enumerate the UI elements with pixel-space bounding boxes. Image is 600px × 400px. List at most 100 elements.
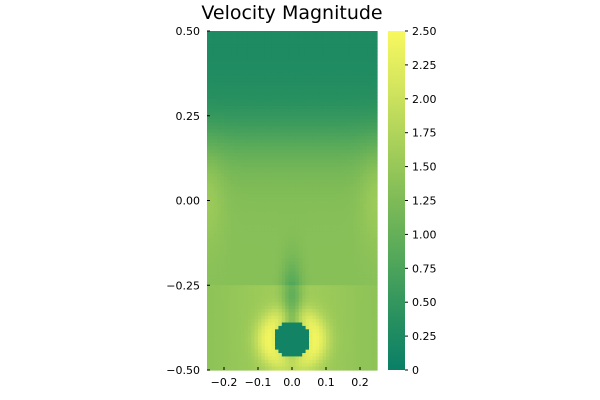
heatmap-cell — [346, 258, 351, 263]
heatmap-cell — [343, 292, 347, 297]
heatmap-cell — [247, 88, 252, 93]
heatmap-cell — [241, 31, 245, 35]
heatmap-cell — [207, 234, 211, 239]
heatmap-cell — [210, 186, 215, 191]
heatmap-cell — [319, 129, 324, 134]
heatmap-cell — [278, 193, 283, 198]
heatmap-cell — [275, 139, 279, 144]
heatmap-cell — [251, 305, 256, 310]
heatmap-cell — [271, 237, 276, 242]
heatmap-cell — [227, 319, 232, 324]
heatmap-cell — [210, 288, 215, 293]
heatmap-cell — [207, 41, 211, 46]
heatmap-cell — [349, 220, 354, 225]
heatmap-cell — [261, 44, 266, 49]
heatmap-cell — [373, 339, 378, 344]
heatmap-cell — [244, 37, 249, 42]
heatmap-cell — [281, 142, 286, 147]
heatmap-cell — [305, 359, 310, 364]
heatmap-cell — [339, 359, 344, 364]
heatmap-cell — [305, 34, 310, 39]
heatmap-cell — [349, 346, 354, 351]
heatmap-cell — [319, 231, 324, 235]
heatmap-cell — [251, 125, 256, 130]
heatmap-cell — [258, 129, 262, 134]
heatmap-cell — [230, 75, 235, 80]
heatmap-cell — [370, 251, 375, 256]
heatmap-cell — [271, 251, 276, 256]
heatmap-cell — [275, 261, 279, 266]
heatmap-cell — [339, 54, 344, 59]
heatmap-cell — [224, 342, 228, 347]
heatmap-cell — [298, 156, 303, 161]
heatmap-cell — [217, 353, 222, 358]
heatmap-cell — [360, 254, 364, 259]
heatmap-cell — [326, 207, 330, 212]
heatmap-cell — [268, 186, 273, 191]
heatmap-cell — [366, 281, 371, 286]
heatmap-cell — [322, 132, 327, 137]
heatmap-cell — [227, 173, 232, 178]
heatmap-cell — [339, 180, 344, 185]
heatmap-cell — [234, 64, 239, 69]
heatmap-cell — [309, 51, 313, 56]
heatmap-cell — [349, 366, 354, 371]
heatmap-cell — [258, 92, 262, 97]
heatmap-cell — [213, 149, 218, 154]
heatmap-cell — [332, 281, 337, 286]
heatmap-cell — [298, 37, 303, 42]
heatmap-cell — [339, 356, 344, 361]
heatmap-cell — [298, 149, 303, 154]
heatmap-cell — [373, 217, 378, 222]
heatmap-cell — [298, 319, 303, 324]
heatmap-cell — [258, 102, 262, 107]
heatmap-cell — [305, 261, 310, 266]
heatmap-cell — [247, 288, 252, 293]
heatmap-cell — [305, 363, 310, 368]
heatmap-cell — [370, 346, 375, 351]
heatmap-cell — [264, 217, 269, 222]
heatmap-cell — [353, 336, 358, 341]
heatmap-cell — [343, 315, 347, 320]
heatmap-cell — [281, 214, 286, 219]
heatmap-cell — [322, 325, 327, 330]
heatmap-cell — [326, 176, 330, 181]
heatmap-cell — [275, 159, 279, 164]
heatmap-cell — [244, 115, 249, 120]
heatmap-cell — [227, 146, 232, 151]
heatmap-cell — [366, 149, 371, 154]
heatmap-cell — [336, 136, 341, 141]
heatmap-cell — [220, 47, 225, 52]
heatmap-cell — [373, 41, 378, 46]
heatmap-cell — [309, 163, 313, 168]
heatmap-cell — [288, 180, 293, 185]
heatmap-cell — [292, 336, 296, 341]
heatmap-cell — [264, 356, 269, 361]
heatmap-cell — [281, 156, 286, 161]
heatmap-cell — [220, 102, 225, 107]
heatmap-cell — [258, 64, 262, 69]
heatmap-cell — [285, 302, 290, 307]
heatmap-cell — [244, 47, 249, 52]
heatmap-cell — [227, 183, 232, 188]
heatmap-cell — [349, 85, 354, 90]
heatmap-cell — [258, 288, 262, 293]
heatmap-cell — [271, 353, 276, 358]
heatmap-cell — [241, 210, 245, 215]
heatmap-cell — [234, 193, 239, 198]
heatmap-cell — [224, 241, 228, 246]
heatmap-cell — [373, 271, 378, 276]
heatmap-cell — [346, 356, 351, 361]
heatmap-cell — [278, 186, 283, 191]
heatmap-cell — [309, 68, 313, 73]
heatmap-cell — [213, 44, 218, 49]
heatmap-cell — [353, 247, 358, 252]
heatmap-cell — [220, 149, 225, 154]
heatmap-cell — [237, 346, 242, 351]
heatmap-cell — [346, 298, 351, 303]
heatmap-cell — [298, 254, 303, 259]
heatmap-cell — [312, 353, 317, 358]
heatmap-cell — [298, 278, 303, 283]
heatmap-cell — [261, 119, 266, 124]
heatmap-cell — [254, 217, 259, 222]
